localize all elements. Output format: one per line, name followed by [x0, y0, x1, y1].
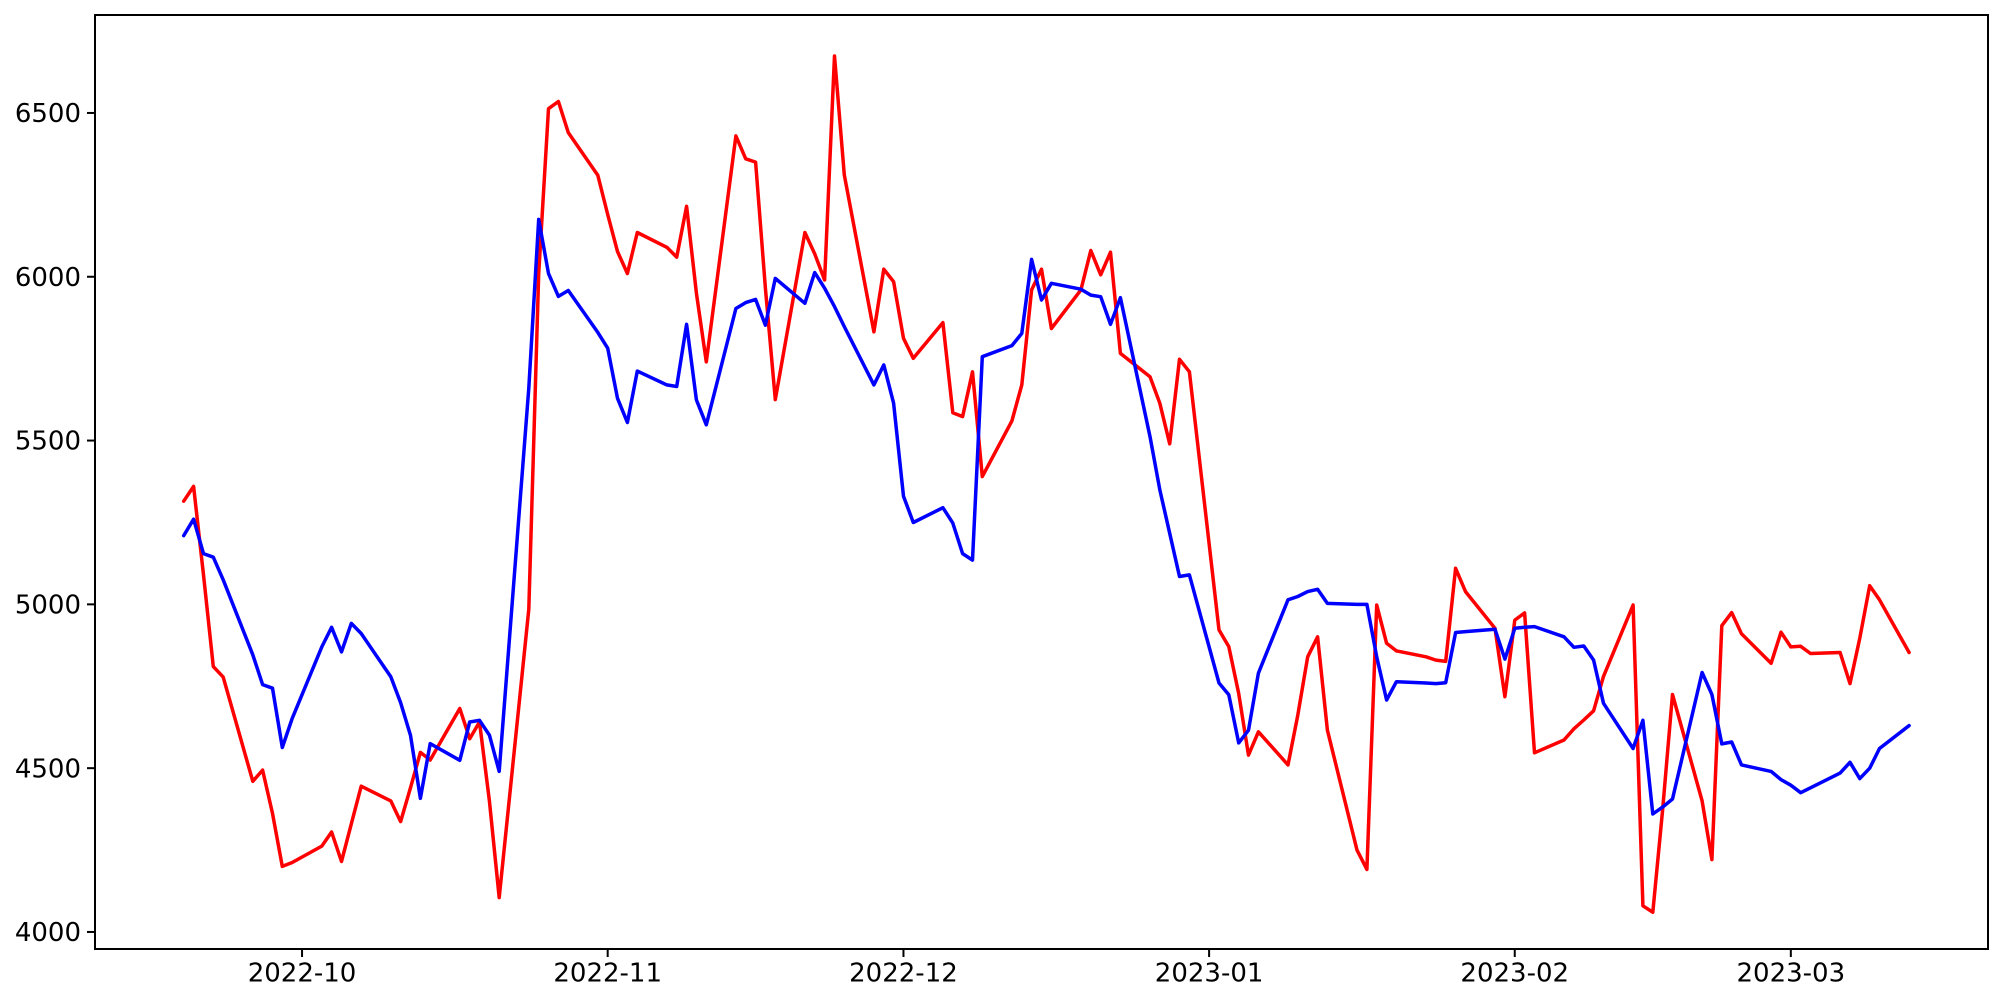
y-tick-label: 6000	[15, 263, 81, 293]
y-tick-label: 4000	[15, 918, 81, 948]
blue-series-line	[181, 217, 1911, 816]
x-tick-label: 2022-12	[849, 959, 958, 989]
x-tick-label: 2023-03	[1736, 959, 1845, 989]
x-tick-label: 2023-02	[1460, 959, 1569, 989]
axes-spines	[94, 14, 1989, 950]
y-tick-label: 6500	[15, 99, 81, 129]
y-tick-label: 5000	[15, 590, 81, 620]
y-tick-label: 5500	[15, 427, 81, 457]
x-tick-label: 2023-01	[1155, 959, 1264, 989]
x-tick-label: 2022-11	[553, 959, 662, 989]
y-tick-label: 4500	[15, 754, 81, 784]
x-tick-label: 2022-10	[248, 959, 357, 989]
